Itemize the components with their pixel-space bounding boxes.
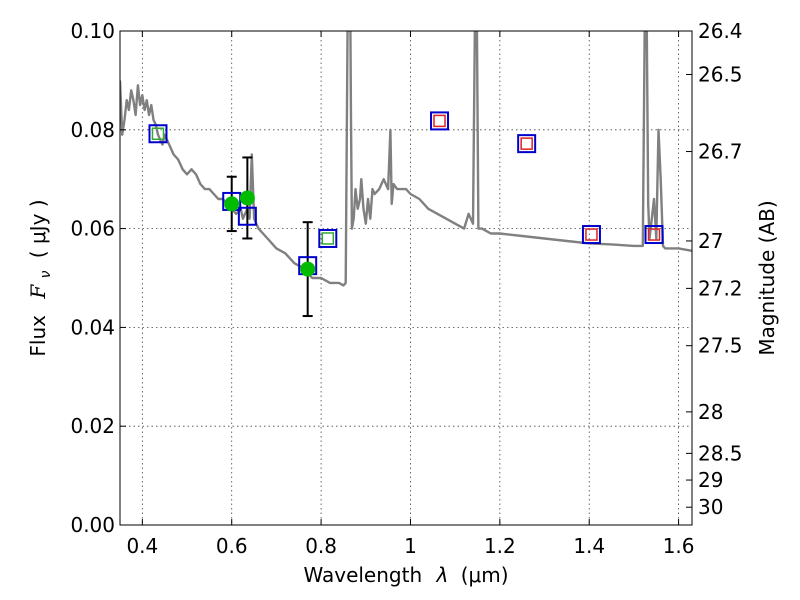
plot-background: [120, 31, 692, 525]
y2-tick-label: 28: [698, 400, 723, 424]
y-axis-title-symbol: F: [26, 284, 50, 300]
y-axis-title-subscript: ν: [38, 270, 54, 278]
x-tick-label: 1.4: [573, 534, 605, 558]
x-tick-label: 1: [404, 534, 417, 558]
y-tick-label: 0.02: [70, 414, 115, 438]
detection-point: [300, 261, 316, 277]
y2-tick-label: 26.7: [698, 140, 743, 164]
observed-HST-marker: [151, 127, 165, 141]
x-axis-title: Wavelength λ (μm): [303, 563, 508, 587]
y2-tick-label: 27.5: [698, 334, 743, 358]
model-photometry-marker: [581, 225, 601, 245]
grid-lines: [120, 31, 692, 525]
y2-tick-label: 26.4: [698, 19, 743, 43]
x-tick-label: 0.6: [216, 534, 248, 558]
x-axis-title-unit: (μm): [461, 563, 509, 587]
x-tick-label: 0.4: [126, 534, 158, 558]
y2-tick-label: 28.5: [698, 441, 743, 465]
y2-tick-label: 26.5: [698, 62, 743, 86]
y-tick-label: 0.08: [70, 118, 115, 142]
y2-tick-label: 27: [698, 229, 723, 253]
model-photometry-marker: [644, 225, 664, 245]
y-tick-label: 0.00: [70, 513, 115, 537]
detection-point: [224, 196, 240, 212]
y-axis-title-unit: ( μJy ): [26, 199, 50, 258]
x-tick-label: 0.8: [305, 534, 337, 558]
y2-tick-label: 30: [698, 495, 723, 519]
y-tick-label: 0.10: [70, 19, 115, 43]
y-axis-title-text: Flux: [26, 315, 50, 357]
model-photometry-marker: [517, 134, 537, 154]
observed-upper-limits-marker: [647, 228, 661, 241]
model-photometry-marker: [318, 228, 338, 248]
photometry-markers: [148, 111, 664, 277]
x-axis-title-symbol: λ: [436, 563, 449, 587]
model-photometry-marker: [148, 124, 168, 144]
model-photometry-marker: [237, 206, 257, 226]
plot-frame: [119, 30, 693, 526]
y2-tick-label: 29: [698, 468, 723, 492]
observed-upper-limits-marker: [585, 228, 598, 241]
model-photometry-marker: [430, 111, 450, 131]
observed-upper-limits-marker: [520, 137, 533, 150]
x-tick-label: 1.6: [663, 534, 695, 558]
y-tick-label: 0.06: [70, 217, 115, 241]
x-axis-title-text: Wavelength: [303, 563, 422, 587]
x-tick-label: 1.2: [484, 534, 516, 558]
y-axis-title: Flux F ν ( μJy ): [26, 199, 55, 356]
y2-tick-label: 27.2: [698, 276, 743, 300]
axis-ticks: [120, 30, 692, 526]
observed-HST-marker: [321, 232, 335, 245]
y2-axis-title: Magnitude (AB): [755, 200, 779, 355]
detection-point: [239, 190, 255, 206]
tick-labels: 0.4 0.6 0.8 1 1.2 1.4 1.6 0.00 0.02 0.04 0.06 0.08 0…: [70, 19, 742, 558]
observed-upper-limits-marker: [433, 114, 446, 128]
y-tick-label: 0.04: [70, 315, 115, 339]
